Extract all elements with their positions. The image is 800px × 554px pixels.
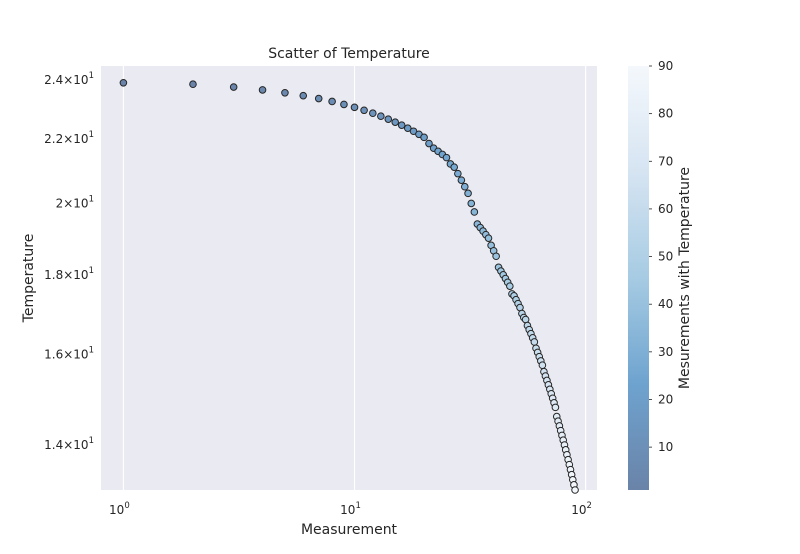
data-point-3 xyxy=(229,83,238,91)
data-point-21 xyxy=(425,139,433,148)
data-point-28 xyxy=(454,169,462,178)
data-point-65 xyxy=(538,361,547,370)
colorbar-tick-label-7: 80 xyxy=(658,107,673,121)
grid-lines xyxy=(122,66,587,490)
data-point-90 xyxy=(571,486,579,494)
data-point-10 xyxy=(350,103,359,112)
data-point-8 xyxy=(328,97,336,106)
data-point-29 xyxy=(457,176,466,184)
colorbar-tick-label-1: 20 xyxy=(658,392,673,406)
data-point-7 xyxy=(314,94,323,103)
y-tick-label-2: 1.8×101 xyxy=(44,266,94,282)
data-point-17 xyxy=(403,124,412,132)
plot-area xyxy=(101,66,597,490)
colorbar-tick-label-4: 50 xyxy=(658,250,673,264)
colorbar-label: Mesurements with Temperature xyxy=(677,167,693,389)
y-tick-label-1: 1.6×101 xyxy=(44,346,94,362)
y-tick-label-5: 2.4×101 xyxy=(44,71,94,87)
y-tick-label-3: 2×101 xyxy=(56,194,94,210)
x-tick-label-1: 101 xyxy=(340,501,361,517)
colorbar-tick-label-3: 40 xyxy=(658,297,673,311)
colorbar-tick-labels: 10 20 30 40 50 60 70 80 90 xyxy=(649,59,673,454)
data-point-15 xyxy=(391,118,400,126)
data-point-33 xyxy=(470,208,479,216)
y-tick-label-4: 2.2×101 xyxy=(44,130,94,146)
data-point-5 xyxy=(281,88,289,97)
data-point-1 xyxy=(119,78,128,87)
x-tick-label-0: 100 xyxy=(109,501,130,517)
y-tick-label-0: 1.4×101 xyxy=(44,436,94,452)
data-point-20 xyxy=(420,133,428,142)
x-tick-label-2: 102 xyxy=(571,501,592,517)
data-point-14 xyxy=(384,115,393,123)
colorbar-tick-label-5: 60 xyxy=(658,202,673,216)
data-point-47 xyxy=(506,282,514,290)
data-point-2 xyxy=(189,80,197,89)
data-point-11 xyxy=(360,106,368,115)
y-axis-label: Temperature xyxy=(21,234,37,324)
x-tick-labels: 100 101 102 xyxy=(109,501,592,517)
data-point-16 xyxy=(397,121,406,129)
chart-title: Scatter of Temperature xyxy=(268,46,430,62)
data-point-32 xyxy=(467,199,476,208)
data-point-13 xyxy=(377,112,385,120)
data-point-41 xyxy=(492,252,500,261)
x-axis-label: Measurement xyxy=(301,522,398,538)
data-point-27 xyxy=(450,163,459,171)
data-points xyxy=(119,78,579,494)
data-point-38 xyxy=(484,234,493,242)
colorbar-tick-label-2: 30 xyxy=(658,345,673,359)
data-point-4 xyxy=(258,86,267,94)
data-point-60 xyxy=(530,338,539,346)
data-point-9 xyxy=(340,100,348,109)
colorbar-tick-label-8: 90 xyxy=(658,59,673,73)
data-point-25 xyxy=(442,153,451,162)
data-point-6 xyxy=(299,91,308,100)
data-point-31 xyxy=(464,189,472,198)
colorbar xyxy=(628,66,649,490)
data-point-30 xyxy=(460,182,469,191)
data-point-74 xyxy=(551,403,560,412)
colorbar-tick-label-0: 10 xyxy=(658,440,673,454)
data-point-12 xyxy=(369,109,377,118)
y-tick-labels: 1.4×101 1.6×101 1.8×101 2×101 2.2×101 2.4×101 xyxy=(44,71,94,452)
colorbar-tick-label-6: 70 xyxy=(658,154,673,168)
